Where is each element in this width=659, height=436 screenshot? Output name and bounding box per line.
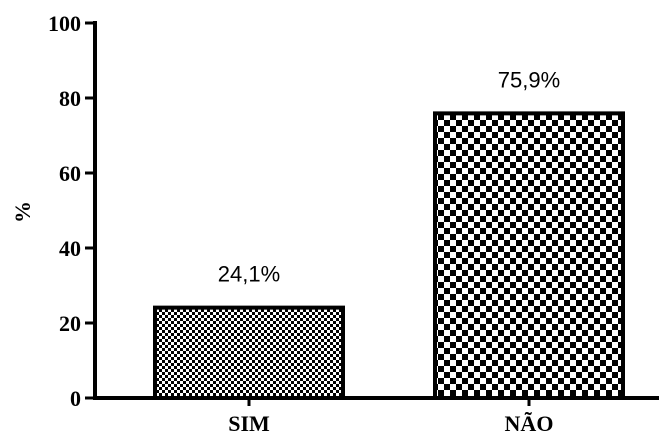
data-labels-layer: 24,1% 75,9% — [218, 67, 560, 286]
ticks-layer: 0 20 40 60 80 100 — [48, 11, 95, 411]
axes-layer — [93, 21, 659, 406]
x-tick-label-não: NÃO — [505, 411, 554, 436]
data-label-não: 75,9% — [498, 67, 560, 92]
y-tick-label-60: 60 — [59, 161, 81, 186]
bar-sim — [153, 305, 345, 400]
bars-layer — [153, 111, 625, 400]
y-tick-label-20: 20 — [59, 311, 81, 336]
bar-não — [433, 111, 625, 400]
y-tick-label-0: 0 — [70, 386, 81, 411]
y-tick-label-100: 100 — [48, 11, 81, 36]
x-tick-label-sim: SIM — [228, 411, 270, 436]
y-tick-label-40: 40 — [59, 236, 81, 261]
data-label-sim: 24,1% — [218, 262, 280, 287]
y-axis-title: % — [10, 201, 35, 223]
category-labels-layer: SIM NÃO — [228, 411, 553, 436]
y-tick-label-80: 80 — [59, 86, 81, 111]
